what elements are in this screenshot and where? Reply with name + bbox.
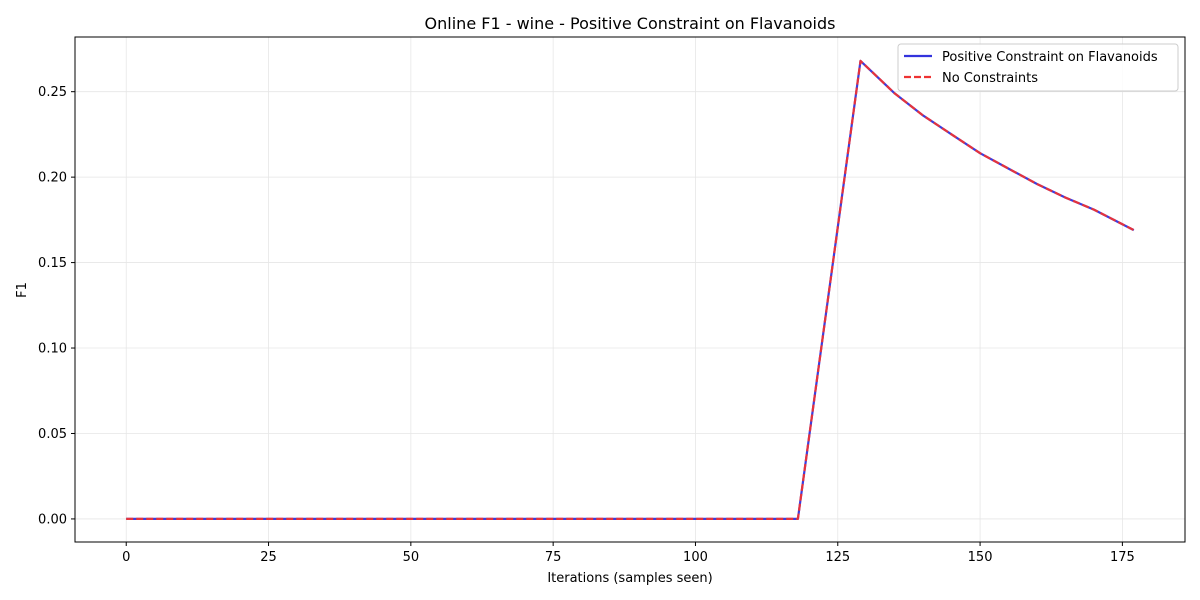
plot-frame — [74, 36, 1186, 543]
x-tick-label: 75 — [545, 550, 562, 565]
x-tick-label: 50 — [403, 550, 420, 565]
x-tick-label: 100 — [683, 550, 708, 565]
x-tick-label: 0 — [122, 550, 130, 565]
x-tick-label: 125 — [825, 550, 850, 565]
series-line-no-constraints — [126, 59, 1135, 521]
y-tick-label: 0.25 — [38, 85, 67, 100]
x-tick-label: 175 — [1110, 550, 1135, 565]
y-tick-label: 0.05 — [38, 427, 67, 442]
x-axis-title: Iterations (samples seen) — [547, 571, 712, 586]
y-axis-title: F1 — [15, 282, 30, 298]
y-tick-label: 0.00 — [38, 512, 67, 527]
chart-title: Online F1 - wine - Positive Constraint o… — [425, 14, 836, 33]
series-lines — [126, 59, 1135, 521]
y-tick-label: 0.20 — [38, 171, 67, 186]
axis-ticks: 0 25 50 75 100 125 150 175 0.00 0.05 0.10 0.15 0.20 0… — [38, 85, 1135, 565]
legend-label-positive-constraint: Positive Constraint on Flavanoids — [942, 50, 1158, 65]
y-tick-label: 0.15 — [38, 256, 67, 271]
x-tick-label: 150 — [968, 550, 993, 565]
legend: Positive Constraint on Flavanoids No Con… — [897, 43, 1179, 92]
legend-label-no-constraints: No Constraints — [942, 71, 1038, 86]
legend-box — [897, 43, 1179, 92]
x-tick-label: 25 — [260, 550, 277, 565]
y-tick-label: 0.10 — [38, 342, 67, 357]
